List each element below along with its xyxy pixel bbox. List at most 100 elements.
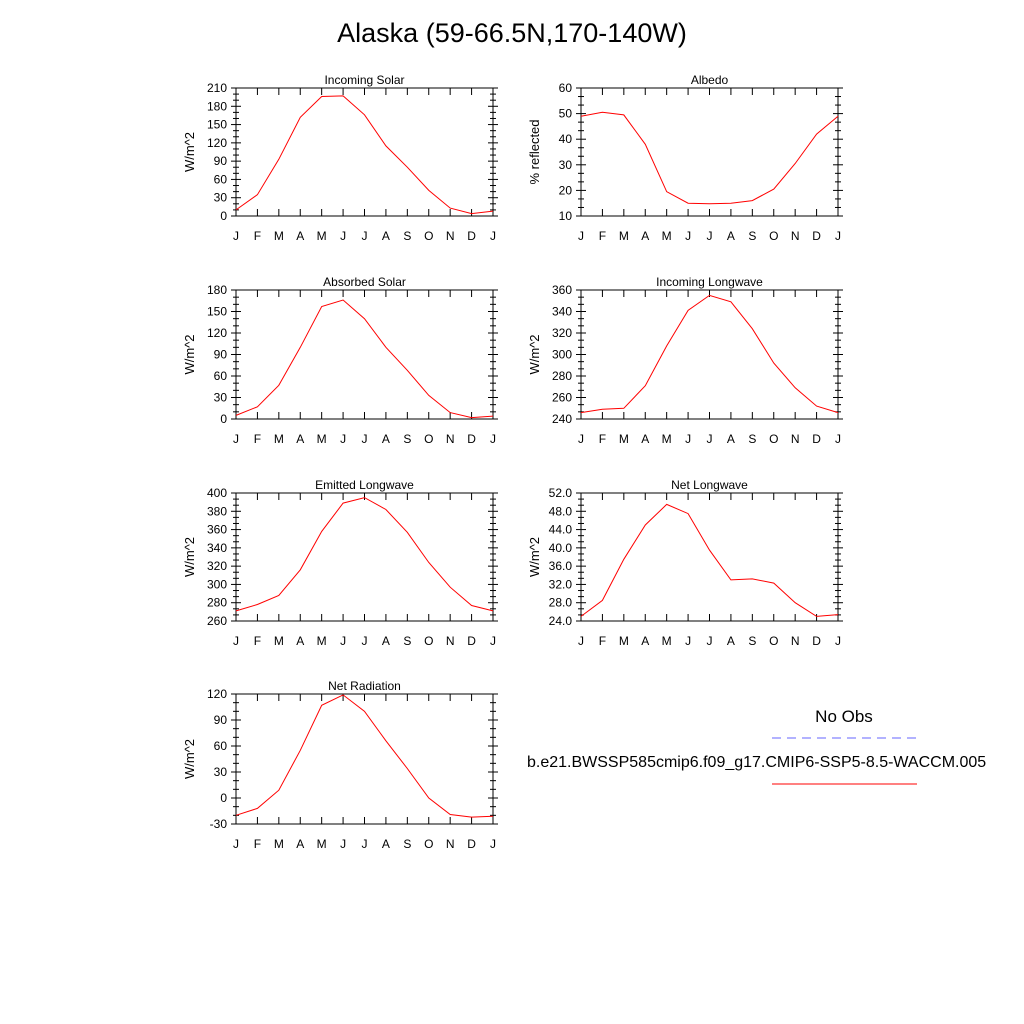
x-tick-label: J	[707, 229, 713, 243]
x-tick-label: A	[641, 229, 649, 243]
x-tick-label: F	[599, 634, 606, 648]
y-axis-label: W/m^2	[182, 334, 197, 374]
y-axis-label: W/m^2	[527, 537, 542, 577]
x-tick-label: S	[403, 229, 411, 243]
x-tick-label: S	[748, 634, 756, 648]
x-tick-label: A	[382, 837, 390, 851]
plot-frame	[580, 87, 839, 217]
page-title: Alaska (59-66.5N,170-140W)	[337, 18, 687, 48]
y-tick-label: 150	[207, 305, 227, 319]
y-tick-label: 120	[207, 687, 227, 701]
y-tick-label: 340	[207, 541, 227, 555]
y-tick-label: 60	[214, 172, 228, 186]
y-tick-label: 280	[207, 596, 227, 610]
x-tick-label: D	[467, 229, 476, 243]
x-tick-label: M	[619, 432, 629, 446]
x-tick-label: D	[812, 229, 821, 243]
x-tick-label: J	[685, 229, 691, 243]
x-tick-label: D	[467, 837, 476, 851]
y-tick-label: 40	[559, 132, 573, 146]
y-tick-label: 210	[207, 81, 227, 95]
y-tick-label: 400	[207, 486, 227, 500]
x-tick-label: D	[467, 432, 476, 446]
x-tick-label: M	[274, 229, 284, 243]
x-tick-label: M	[619, 229, 629, 243]
y-tick-label: 240	[552, 412, 572, 426]
x-tick-label: A	[382, 634, 390, 648]
x-tick-label: N	[446, 837, 455, 851]
x-tick-label: J	[578, 432, 584, 446]
x-tick-label: F	[254, 432, 261, 446]
y-tick-label: 120	[207, 326, 227, 340]
y-tick-label: 360	[207, 523, 227, 537]
y-tick-label: 320	[207, 559, 227, 573]
y-tick-label: 0	[220, 791, 227, 805]
x-tick-label: M	[317, 634, 327, 648]
y-tick-label: 28.0	[549, 596, 573, 610]
x-tick-label: M	[317, 432, 327, 446]
y-tick-label: -30	[210, 817, 228, 831]
x-tick-label: D	[467, 634, 476, 648]
y-tick-label: 50	[559, 107, 573, 121]
x-tick-label: S	[403, 837, 411, 851]
x-tick-label: A	[641, 634, 649, 648]
x-tick-label: O	[424, 634, 433, 648]
x-tick-label: N	[791, 229, 800, 243]
y-axis-label: W/m^2	[182, 132, 197, 172]
x-tick-label: J	[340, 229, 346, 243]
x-tick-label: J	[362, 432, 368, 446]
x-tick-label: F	[254, 837, 261, 851]
x-tick-label: J	[685, 432, 691, 446]
x-tick-label: O	[424, 229, 433, 243]
x-tick-label: M	[619, 634, 629, 648]
x-tick-label: F	[254, 229, 261, 243]
x-tick-label: M	[274, 432, 284, 446]
y-axis-label: W/m^2	[527, 334, 542, 374]
legend-model-label: b.e21.BWSSP585cmip6.f09_g17.CMIP6-SSP5-8…	[527, 754, 986, 771]
x-tick-label: J	[233, 634, 239, 648]
x-tick-label: M	[662, 229, 672, 243]
series-line	[235, 694, 494, 818]
x-tick-label: J	[490, 634, 496, 648]
y-tick-label: 24.0	[549, 614, 573, 628]
x-tick-label: D	[812, 634, 821, 648]
panel-title: Emitted Longwave	[315, 478, 414, 492]
x-tick-label: M	[662, 634, 672, 648]
y-tick-label: 52.0	[549, 486, 573, 500]
y-tick-label: 260	[552, 391, 572, 405]
x-tick-label: A	[382, 432, 390, 446]
x-tick-label: J	[340, 837, 346, 851]
x-tick-label: J	[578, 634, 584, 648]
x-tick-label: F	[599, 229, 606, 243]
y-axis-label: W/m^2	[182, 739, 197, 779]
plot-frame	[235, 87, 494, 217]
y-tick-label: 60	[214, 369, 228, 383]
x-tick-label: A	[296, 634, 304, 648]
y-tick-label: 30	[214, 191, 228, 205]
y-tick-label: 30	[214, 765, 228, 779]
x-tick-label: J	[490, 837, 496, 851]
y-tick-label: 60	[214, 739, 228, 753]
y-tick-label: 0	[220, 209, 227, 223]
x-tick-label: J	[340, 634, 346, 648]
x-tick-label: F	[254, 634, 261, 648]
x-tick-label: A	[296, 229, 304, 243]
x-tick-label: J	[233, 432, 239, 446]
x-tick-label: J	[490, 229, 496, 243]
y-tick-label: 10	[559, 209, 573, 223]
y-tick-label: 44.0	[549, 523, 573, 537]
legend-obs-label: No Obs	[815, 707, 873, 726]
x-tick-label: M	[317, 229, 327, 243]
x-tick-label: M	[317, 837, 327, 851]
y-tick-label: 90	[214, 348, 228, 362]
plot-frame	[580, 492, 839, 622]
x-tick-label: M	[274, 837, 284, 851]
